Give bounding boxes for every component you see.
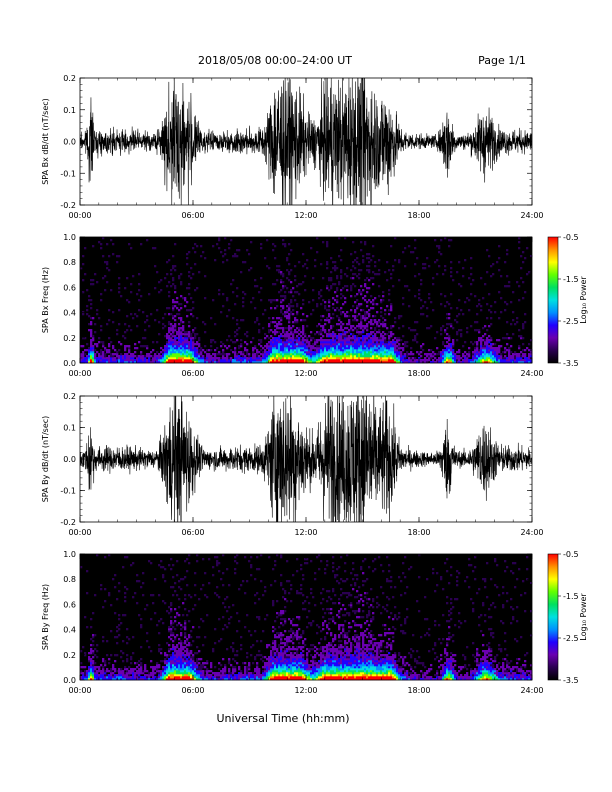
colorbar-tick-label: -3.5 bbox=[563, 359, 579, 368]
x-tick-label: 12:00 bbox=[294, 369, 317, 378]
panel-2: -0.5 -1.5 -2.5 -3.5 Log₁₀ Power 1.0 0.8 0.6 0.4 0… bbox=[41, 233, 588, 378]
x-tick-label: 06:00 bbox=[181, 686, 204, 695]
y-axis-label: SPA By dB/dt (nT/sec) bbox=[41, 416, 50, 503]
y-tick-label: 0.2 bbox=[63, 392, 76, 401]
x-tick-label: 18:00 bbox=[407, 528, 430, 537]
y-tick-label: 0.1 bbox=[63, 106, 76, 115]
x-tick-label: 18:00 bbox=[407, 211, 430, 220]
colorbar-tick-label: -2.5 bbox=[563, 634, 579, 643]
colorbar bbox=[547, 553, 559, 681]
panel-1: 0.2 0.1 0.0 -0.1 -0.200:00 06:00 12:00 18:00 24:… bbox=[41, 74, 544, 220]
x-tick-label: 24:00 bbox=[520, 686, 543, 695]
heatmap-cells bbox=[80, 237, 533, 364]
y-tick-label: 1.0 bbox=[63, 233, 76, 242]
x-tick-label: 06:00 bbox=[181, 528, 204, 537]
x-tick-label: 00:00 bbox=[68, 369, 91, 378]
y-tick-label: 0.0 bbox=[63, 138, 76, 147]
colorbar-tick-label: -0.5 bbox=[563, 233, 579, 242]
panel-4: -0.5 -1.5 -2.5 -3.5 Log₁₀ Power 1.0 0.8 0.6 0.4 0… bbox=[41, 550, 588, 695]
colorbar-tick-label: -2.5 bbox=[563, 317, 579, 326]
y-tick-label: 0.0 bbox=[63, 455, 76, 464]
y-axis-label: SPA Bx Freq (Hz) bbox=[41, 267, 50, 333]
x-tick-label: 12:00 bbox=[294, 686, 317, 695]
colorbar-tick-label: -1.5 bbox=[563, 275, 579, 284]
y-tick-label: 0.0 bbox=[63, 676, 76, 685]
page-title: 2018/05/08 00:00–24:00 UT bbox=[198, 54, 352, 67]
colorbar bbox=[547, 236, 559, 364]
colorbar-label: Log₁₀ Power bbox=[579, 276, 588, 324]
y-tick-label: 0.8 bbox=[63, 258, 76, 267]
y-tick-label: 0.1 bbox=[63, 424, 76, 433]
x-tick-label: 06:00 bbox=[181, 211, 204, 220]
x-tick-label: 06:00 bbox=[181, 369, 204, 378]
y-tick-label: 0.0 bbox=[63, 359, 76, 368]
panel-3: 0.2 0.1 0.0 -0.1 -0.200:00 06:00 12:00 18:00 24:… bbox=[41, 392, 544, 537]
y-tick-label: 0.6 bbox=[63, 283, 76, 292]
x-tick-label: 18:00 bbox=[407, 686, 430, 695]
colorbar-tick-label: -3.5 bbox=[563, 676, 579, 685]
y-tick-label: 1.0 bbox=[63, 550, 76, 559]
series-line-1 bbox=[80, 78, 532, 205]
y-tick-label: 0.4 bbox=[63, 626, 76, 635]
y-tick-label: 0.6 bbox=[63, 600, 76, 609]
colorbar-tick-label: -1.5 bbox=[563, 592, 579, 601]
x-tick-label: 12:00 bbox=[294, 211, 317, 220]
y-tick-label: -0.2 bbox=[60, 201, 76, 210]
y-tick-label: 0.2 bbox=[63, 651, 76, 660]
x-tick-label: 24:00 bbox=[520, 528, 543, 537]
colorbar-label: Log₁₀ Power bbox=[579, 593, 588, 641]
x-tick-label: 24:00 bbox=[520, 369, 543, 378]
y-tick-label: 0.8 bbox=[63, 575, 76, 584]
heatmap-cells bbox=[80, 554, 533, 681]
x-tick-label: 18:00 bbox=[407, 369, 430, 378]
y-tick-label: 0.2 bbox=[63, 334, 76, 343]
y-axis-label: SPA Bx dB/dt (nT/sec) bbox=[41, 98, 50, 185]
y-axis-label: SPA By Freq (Hz) bbox=[41, 584, 50, 650]
x-tick-label: 00:00 bbox=[68, 211, 91, 220]
x-tick-label: 00:00 bbox=[68, 528, 91, 537]
y-tick-label: -0.1 bbox=[60, 487, 76, 496]
x-tick-label: 00:00 bbox=[68, 686, 91, 695]
y-tick-label: -0.1 bbox=[60, 169, 76, 178]
colorbar-tick-label: -0.5 bbox=[563, 550, 579, 559]
series-line-3 bbox=[80, 396, 532, 522]
x-tick-label: 24:00 bbox=[520, 211, 543, 220]
x-axis-label: Universal Time (hh:mm) bbox=[217, 712, 350, 725]
x-tick-label: 12:00 bbox=[294, 528, 317, 537]
y-tick-label: 0.4 bbox=[63, 309, 76, 318]
y-tick-label: 0.2 bbox=[63, 74, 76, 83]
page-number: Page 1/1 bbox=[478, 54, 526, 67]
y-tick-label: -0.2 bbox=[60, 518, 76, 527]
